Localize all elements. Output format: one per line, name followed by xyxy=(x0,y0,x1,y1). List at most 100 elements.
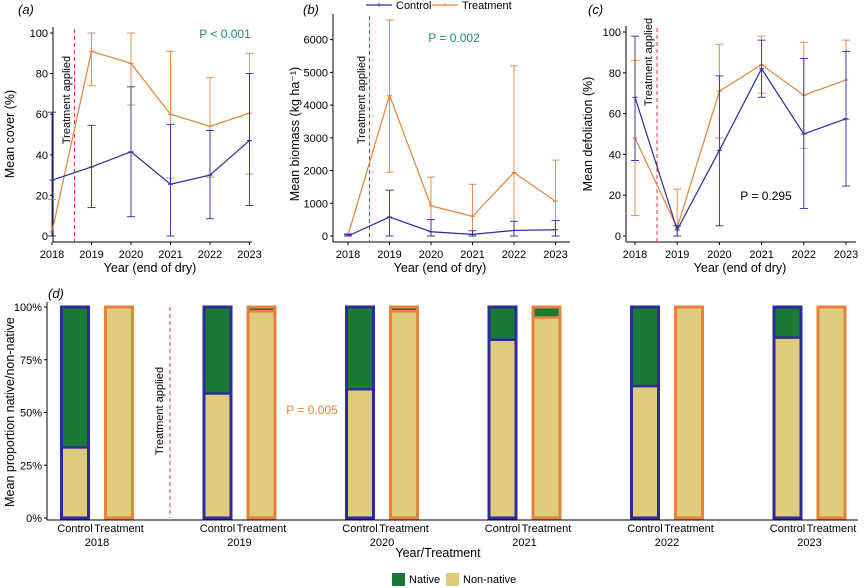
panel-d-x-tick-label-control: Control xyxy=(485,523,520,535)
panel-b-y-tick-label: 5000 xyxy=(304,67,328,79)
panel-d-x-tick-label-treatment: Treatment xyxy=(379,523,429,535)
legend-bottom: Native Non-native xyxy=(392,573,516,586)
panel-d-x-tick-label-treatment: Treatment xyxy=(237,523,287,535)
panel-d-bar-treatment-native xyxy=(390,307,418,312)
panel-c-p-value: P = 0.295 xyxy=(740,189,792,203)
panel-a-p-value: P < 0.001 xyxy=(199,27,251,41)
panel-d-bar-control-non-native xyxy=(61,447,89,518)
panel-d-bar-control-non-native xyxy=(346,389,374,518)
panel-d-bar-control-outline xyxy=(202,305,233,520)
panel-d-y-tick-label: 0% xyxy=(26,513,42,525)
panel-c-x-tick-label: 2019 xyxy=(665,249,689,261)
panel-a-y-tick-label: 100 xyxy=(30,28,48,40)
legend-control-label: Control xyxy=(396,0,431,12)
panel-d-bar-control-native xyxy=(489,307,516,340)
panel-d-y-label: Mean proportion native/non-native xyxy=(3,317,17,507)
panel-b-x-tick-label: 2018 xyxy=(336,249,360,261)
panel-d-bar-control-native xyxy=(346,307,374,390)
panel-d: (d) P = 0.005 Treatment applied Year/Tre… xyxy=(3,286,858,560)
panel-c-treatment-applied: Treatment applied xyxy=(643,18,655,106)
panel-d-bar-control-native xyxy=(204,307,231,394)
panel-c-control-line xyxy=(634,67,847,232)
legend-native-label: Native xyxy=(409,574,440,586)
legend-non-native-label: Non-native xyxy=(463,574,516,586)
panel-b-x-tick-label: 2023 xyxy=(543,249,567,261)
panel-b-y-tick-label: 2000 xyxy=(304,166,328,178)
panel-d-bar-control-outline xyxy=(772,305,803,520)
panel-d-x-tick-label-treatment: Treatment xyxy=(664,523,714,535)
panel-a-y-tick-label: 20 xyxy=(36,190,48,202)
legend-treatment-marker: + xyxy=(442,0,447,10)
panel-d-year-label: 2020 xyxy=(370,537,394,549)
panel-b-y-tick-label: 6000 xyxy=(304,35,328,47)
panel-c-y-tick-label: 20 xyxy=(609,190,621,202)
panel-b-p-value: P = 0.002 xyxy=(428,31,480,45)
panel-d-label: (d) xyxy=(48,286,64,301)
panel-d-year-label: 2019 xyxy=(227,537,251,549)
panel-a-control-line xyxy=(51,140,250,185)
panel-c-x-tick-label: 2021 xyxy=(749,249,773,261)
panel-a-x-tick-label: 2019 xyxy=(79,249,103,261)
panel-d-x-tick-label-control: Control xyxy=(342,523,377,535)
panel-d-bar-treatment-outline xyxy=(389,305,419,520)
panel-d-bar-treatment-outline xyxy=(246,305,277,520)
panel-d-bar-treatment-outline xyxy=(816,305,847,520)
panel-d-x-tick-label-control: Control xyxy=(57,523,92,535)
panel-b-y-tick-label: 0 xyxy=(322,231,328,243)
panel-b-treatment-line xyxy=(347,93,556,236)
panel-b-x-tick-label: 2022 xyxy=(502,249,526,261)
panel-a-y-tick-label: 0 xyxy=(42,231,48,243)
panel-c-x-tick-label: 2018 xyxy=(623,249,647,261)
panel-d-bar-treatment-native xyxy=(533,307,560,318)
panel-d-bar-treatment-non-native xyxy=(675,307,703,518)
panel-d-bar-treatment-native xyxy=(248,307,275,312)
panel-a-y-label: Mean cover (%) xyxy=(3,90,17,178)
panel-c-x-tick-label: 2022 xyxy=(792,249,816,261)
panel-a-x-tick-label: 2023 xyxy=(237,249,261,261)
panel-d-x-tick-label-control: Control xyxy=(627,523,662,535)
legend-treatment-label: Treatment xyxy=(462,0,512,12)
panel-d-y-tick-label: 75% xyxy=(20,355,42,367)
panel-d-x-tick-label-treatment: Treatment xyxy=(94,523,144,535)
panel-b-label: (b) xyxy=(303,2,319,17)
panel-c-y-label: Mean defoliation (%) xyxy=(581,77,595,192)
panel-d-year-label: 2018 xyxy=(85,537,109,549)
panel-a-x-tick-label: 2022 xyxy=(198,249,222,261)
panel-b: (b) P = 0.002 Treatment applied Year (en… xyxy=(288,2,570,275)
panel-d-bar-control-non-native xyxy=(774,337,801,518)
panel-d-bar-control-outline xyxy=(630,305,660,520)
panel-d-bar-control-outline xyxy=(487,305,518,520)
panel-d-y-tick-label: 25% xyxy=(20,460,42,472)
panel-b-y-tick-label: 4000 xyxy=(304,100,328,112)
panel-b-x-tick-label: 2020 xyxy=(419,249,443,261)
panel-d-x-tick-label-control: Control xyxy=(200,523,235,535)
panel-d-year-label: 2023 xyxy=(797,537,821,549)
panel-d-year-label: 2022 xyxy=(655,537,679,549)
panel-b-x-tick-label: 2019 xyxy=(377,249,401,261)
legend-top: + Control + Treatment xyxy=(366,0,512,12)
panel-b-x-tick-label: 2021 xyxy=(460,249,484,261)
panel-d-bar-control-outline xyxy=(60,305,90,520)
panel-b-y-label: Mean biomass (kg ha⁻¹) xyxy=(288,67,302,201)
panel-d-bar-treatment-outline xyxy=(674,305,704,520)
panel-d-bar-control-non-native xyxy=(204,393,231,518)
panel-a-y-tick-label: 60 xyxy=(36,109,48,121)
panel-c: (c) P = 0.295 Treatment applied Year (en… xyxy=(581,2,858,275)
panel-d-y-tick-label: 100% xyxy=(14,302,42,314)
panel-d-bar-treatment-outline xyxy=(104,305,134,520)
panel-a-treatment-applied: Treatment applied xyxy=(61,56,73,144)
panel-b-x-label: Year (end of dry) xyxy=(394,261,487,275)
panel-c-y-tick-label: 100 xyxy=(603,27,621,39)
panel-a-y-tick-label: 40 xyxy=(36,150,48,162)
panel-d-bar-treatment-non-native xyxy=(105,307,133,518)
panel-d-p-value: P = 0.005 xyxy=(286,403,338,417)
panel-c-y-tick-label: 40 xyxy=(609,149,621,161)
panel-d-treatment-applied: Treatment applied xyxy=(154,367,166,455)
panel-c-treatment-line xyxy=(634,63,847,230)
panel-a-treatment-line xyxy=(51,50,250,233)
panel-c-x-label: Year (end of dry) xyxy=(694,261,787,275)
panel-a-x-tick-label: 2020 xyxy=(119,249,143,261)
panel-c-x-tick-label: 2020 xyxy=(707,249,731,261)
panel-a: (a) P < 0.001 Treatment applied Year (en… xyxy=(3,2,262,275)
